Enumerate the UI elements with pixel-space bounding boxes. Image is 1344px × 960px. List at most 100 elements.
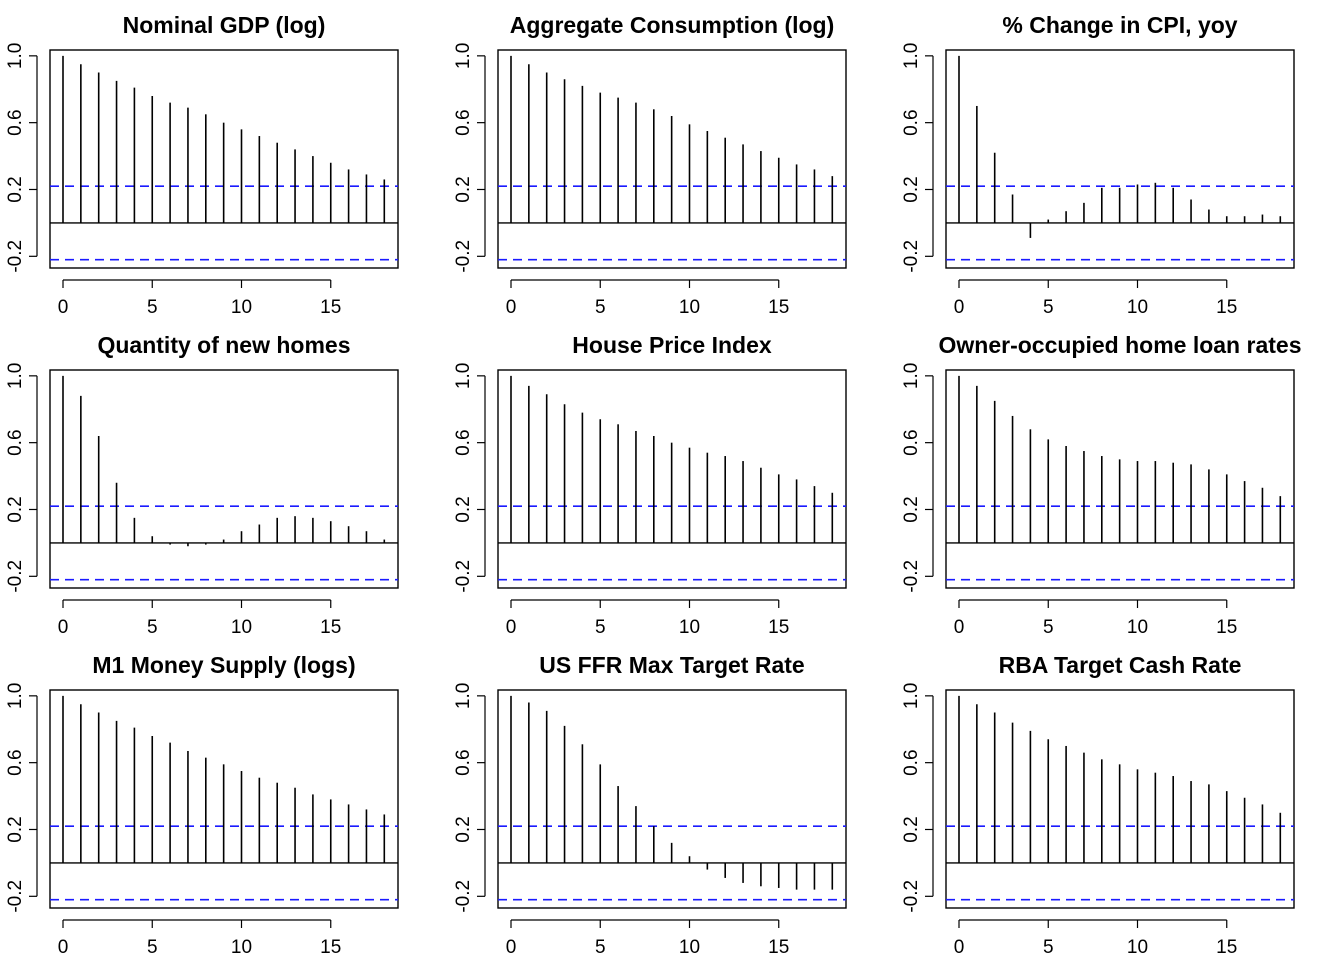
plot-frame [945,369,1295,589]
acf-panel-7: M1 Money Supply (logs) -0.2 0.2 0.6 1.0 0 5 10 1… [5,652,399,958]
y-tick-label: 0.2 [901,496,922,522]
x-tick-label: 0 [954,617,965,638]
y-tick-label: -0.2 [901,240,922,273]
x-tick-label: 10 [679,617,700,638]
x-tick-label: 5 [595,617,606,638]
x-tick-label: 5 [147,297,158,318]
acf-panel-8: US FFR Max Target Rate -0.2 0.2 0.6 1.0 0 5 10 1… [453,652,847,958]
y-tick-label: 0.6 [5,429,26,455]
x-tick-label: 15 [320,937,341,958]
x-tick-label: 15 [320,297,341,318]
panel-title: Aggregate Consumption (log) [510,12,835,38]
x-tick-label: 0 [58,297,69,318]
x-tick-label: 15 [1216,297,1237,318]
x-tick-label: 5 [147,937,158,958]
acf-panel-4: Quantity of new homes -0.2 0.2 0.6 1.0 0 5 10 15 [5,332,399,638]
y-tick-label: 1.0 [901,43,922,69]
panel-title: M1 Money Supply (logs) [92,652,355,678]
x-tick-label: 10 [679,937,700,958]
x-tick-label: 10 [231,297,252,318]
x-tick-label: 0 [506,617,517,638]
x-tick-label: 15 [320,617,341,638]
x-tick-label: 5 [1043,617,1054,638]
y-tick-label: 0.6 [901,749,922,775]
y-tick-label: 1.0 [453,683,474,709]
y-tick-label: -0.2 [901,560,922,593]
plot-frame [945,689,1295,909]
y-tick-label: 1.0 [901,683,922,709]
y-tick-label: -0.2 [901,880,922,913]
y-tick-label: 1.0 [453,43,474,69]
x-tick-label: 15 [1216,617,1237,638]
y-tick-label: 0.2 [5,176,26,202]
x-tick-label: 0 [506,297,517,318]
x-tick-label: 0 [954,937,965,958]
x-tick-label: 10 [231,937,252,958]
acf-panel-1: Nominal GDP (log) -0.2 0.2 0.6 1.0 0 5 10 15 [5,12,399,318]
plot-frame [49,689,399,909]
y-tick-label: 1.0 [453,363,474,389]
panel-title: RBA Target Cash Rate [999,652,1242,678]
panel-title: Nominal GDP (log) [123,12,326,38]
y-tick-label: -0.2 [453,560,474,593]
x-tick-label: 15 [768,937,789,958]
x-tick-label: 0 [58,617,69,638]
x-tick-label: 10 [679,297,700,318]
plot-frame [497,369,847,589]
panel-title: House Price Index [572,332,772,358]
x-tick-label: 15 [768,297,789,318]
y-tick-label: -0.2 [5,560,26,593]
plot-frame [497,689,847,909]
y-tick-label: 0.6 [5,749,26,775]
plot-frame [49,369,399,589]
x-tick-label: 10 [231,617,252,638]
x-tick-label: 10 [1127,297,1148,318]
x-tick-label: 0 [58,937,69,958]
y-tick-label: 0.6 [453,429,474,455]
x-tick-label: 5 [147,617,158,638]
acf-panel-3: % Change in CPI, yoy -0.2 0.2 0.6 1.0 0 5 10 15 [901,12,1295,318]
y-tick-label: 0.6 [5,109,26,135]
x-tick-label: 5 [1043,297,1054,318]
plot-frame [497,49,847,269]
acf-panel-9: RBA Target Cash Rate -0.2 0.2 0.6 1.0 0 5 10 15 [901,652,1295,958]
y-tick-label: 0.2 [901,176,922,202]
x-tick-label: 15 [768,617,789,638]
x-tick-label: 5 [1043,937,1054,958]
acf-panel-2: Aggregate Consumption (log) -0.2 0.2 0.6 1.0… [453,12,847,318]
y-tick-label: 0.6 [453,749,474,775]
y-tick-label: 1.0 [5,43,26,69]
y-tick-label: -0.2 [453,880,474,913]
y-tick-label: -0.2 [5,240,26,273]
y-tick-label: -0.2 [5,880,26,913]
y-tick-label: 0.2 [5,816,26,842]
y-tick-label: 0.6 [453,109,474,135]
y-tick-label: 0.6 [901,109,922,135]
y-tick-label: 0.2 [901,816,922,842]
x-tick-label: 10 [1127,617,1148,638]
y-tick-label: 0.2 [453,176,474,202]
y-tick-label: 0.2 [453,496,474,522]
panel-title: Owner-occupied home loan rates [939,332,1302,358]
x-tick-label: 15 [1216,937,1237,958]
x-tick-label: 0 [954,297,965,318]
x-tick-label: 5 [595,297,606,318]
plot-frame [49,49,399,269]
panel-title: % Change in CPI, yoy [1002,12,1237,38]
y-tick-label: 1.0 [5,683,26,709]
x-tick-label: 10 [1127,937,1148,958]
y-tick-label: 1.0 [901,363,922,389]
y-tick-label: 0.6 [901,429,922,455]
acf-panel-5: House Price Index -0.2 0.2 0.6 1.0 0 5 10 15 [453,332,847,638]
x-tick-label: 0 [506,937,517,958]
x-tick-label: 5 [595,937,606,958]
plot-frame [945,49,1295,269]
y-tick-label: 1.0 [5,363,26,389]
y-tick-label: -0.2 [453,240,474,273]
y-tick-label: 0.2 [5,496,26,522]
panel-title: Quantity of new homes [97,332,350,358]
y-tick-label: 0.2 [453,816,474,842]
panel-title: US FFR Max Target Rate [539,652,804,678]
acf-panel-6: Owner-occupied home loan rates -0.2 0.2 0.6… [901,332,1301,638]
